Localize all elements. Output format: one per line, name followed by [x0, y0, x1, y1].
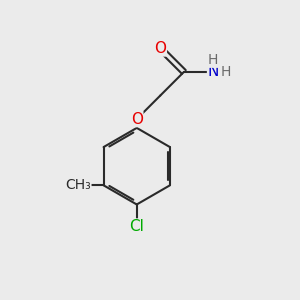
Text: O: O	[154, 41, 166, 56]
Text: H: H	[208, 53, 218, 67]
Text: O: O	[131, 112, 143, 127]
Text: H: H	[220, 65, 231, 79]
Text: N: N	[208, 64, 219, 80]
Text: Cl: Cl	[129, 219, 144, 234]
Text: CH₃: CH₃	[65, 178, 91, 192]
